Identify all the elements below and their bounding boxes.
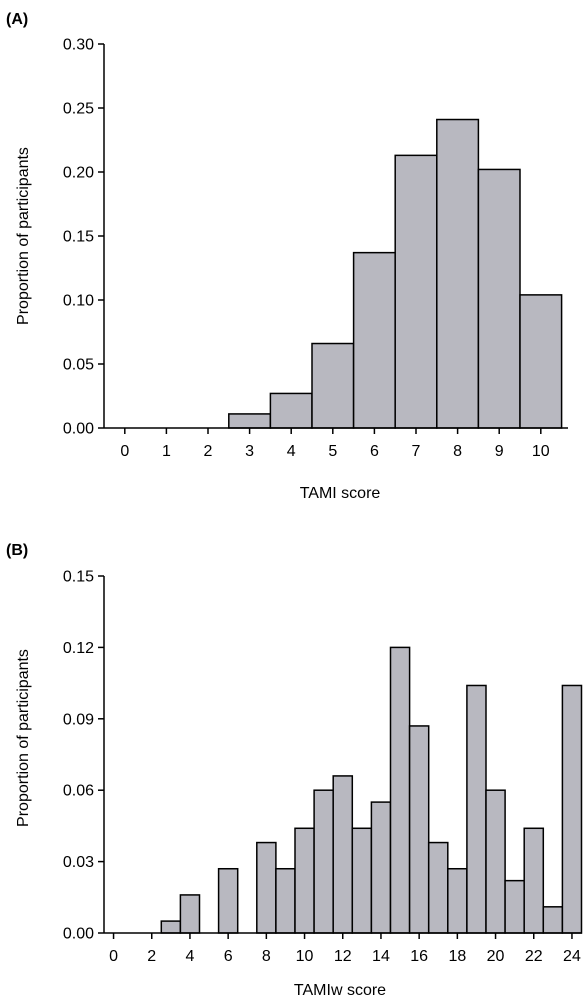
b-bar bbox=[179, 894, 201, 934]
b-x-tick-label: 16 bbox=[410, 948, 428, 965]
b-y-tick-label: 0.15 bbox=[63, 569, 94, 586]
panel-a-y-axis-label: Proportion of participants bbox=[15, 147, 32, 325]
a-x-tick-label: 8 bbox=[453, 443, 462, 460]
b-y-tick-label: 0.03 bbox=[63, 854, 94, 871]
panel-a-x-axis-label: TAMI score bbox=[300, 485, 381, 502]
b-x-tick-label: 4 bbox=[185, 948, 194, 965]
b-bar bbox=[427, 841, 449, 934]
b-x-tick-label: 12 bbox=[334, 948, 352, 965]
b-x-tick-label: 2 bbox=[147, 948, 156, 965]
a-y-tick-label: 0.25 bbox=[63, 101, 94, 118]
panel-b-y-ticks: 0.00 0.03 0.06 0.09 0.12 0.15 bbox=[63, 569, 104, 943]
b-bar bbox=[294, 827, 315, 934]
panel-a-x-ticks: 0 1 2 3 4 5 6 7 8 9 10 bbox=[120, 428, 550, 460]
a-x-tick-label: 10 bbox=[532, 443, 550, 460]
b-x-tick-label: 0 bbox=[109, 948, 118, 965]
panel-a-bars bbox=[228, 118, 563, 429]
b-bar bbox=[542, 906, 564, 934]
b-bar bbox=[408, 725, 430, 934]
b-bar bbox=[351, 827, 373, 934]
b-bar bbox=[523, 827, 545, 934]
a-x-tick-label: 7 bbox=[412, 443, 421, 460]
panel-a-y-ticks: 0.00 0.05 0.10 0.15 0.20 0.25 0.30 bbox=[63, 37, 104, 438]
b-y-tick-label: 0.00 bbox=[63, 926, 94, 943]
a-x-tick-label: 0 bbox=[120, 443, 129, 460]
b-y-tick-label: 0.06 bbox=[63, 783, 94, 800]
a-bar bbox=[269, 392, 313, 429]
a-bar bbox=[519, 294, 563, 429]
a-x-tick-label: 4 bbox=[287, 443, 296, 460]
a-x-tick-label: 6 bbox=[370, 443, 379, 460]
b-bar bbox=[504, 879, 525, 934]
a-y-tick-label: 0.00 bbox=[63, 421, 94, 438]
b-bar bbox=[485, 789, 506, 934]
panel-b-bars bbox=[160, 646, 583, 934]
b-x-tick-label: 14 bbox=[372, 948, 390, 965]
b-x-tick-label: 18 bbox=[448, 948, 466, 965]
a-y-tick-label: 0.15 bbox=[63, 229, 94, 246]
a-bar bbox=[311, 342, 355, 429]
a-bar bbox=[394, 154, 438, 429]
b-x-tick-label: 10 bbox=[296, 948, 314, 965]
b-bar bbox=[561, 684, 583, 934]
b-bar bbox=[217, 867, 239, 934]
a-bar bbox=[436, 118, 480, 429]
a-bar bbox=[477, 168, 521, 429]
panel-b: (B) Proportion of participants TAMIw sco… bbox=[6, 542, 583, 999]
b-bar bbox=[389, 646, 411, 934]
b-x-tick-label: 8 bbox=[262, 948, 271, 965]
b-y-tick-label: 0.09 bbox=[63, 711, 94, 728]
a-x-tick-label: 9 bbox=[495, 443, 504, 460]
a-bar bbox=[228, 413, 272, 429]
a-y-tick-label: 0.10 bbox=[63, 293, 94, 310]
b-y-tick-label: 0.12 bbox=[63, 640, 94, 657]
panel-b-label: (B) bbox=[6, 542, 28, 559]
b-bar bbox=[447, 867, 468, 934]
a-bar bbox=[352, 251, 396, 429]
b-bar bbox=[370, 801, 392, 934]
panel-a-label: (A) bbox=[6, 11, 28, 28]
a-x-tick-label: 5 bbox=[328, 443, 337, 460]
a-y-tick-label: 0.30 bbox=[63, 37, 94, 54]
b-bar bbox=[466, 684, 487, 934]
a-x-tick-label: 3 bbox=[245, 443, 254, 460]
a-x-tick-label: 1 bbox=[162, 443, 171, 460]
b-x-tick-label: 6 bbox=[224, 948, 233, 965]
a-y-tick-label: 0.20 bbox=[63, 165, 94, 182]
b-x-tick-label: 24 bbox=[563, 948, 581, 965]
b-bar bbox=[160, 920, 182, 934]
b-bar bbox=[275, 867, 296, 934]
a-x-tick-label: 2 bbox=[204, 443, 213, 460]
b-x-tick-label: 20 bbox=[487, 948, 505, 965]
b-x-tick-label: 22 bbox=[525, 948, 543, 965]
panel-b-x-axis-label: TAMIw score bbox=[294, 982, 386, 999]
panel-b-x-ticks: 0 2 4 6 8 10 12 14 16 18 20 22 24 bbox=[109, 933, 581, 965]
panel-b-y-axis-label: Proportion of participants bbox=[15, 649, 32, 827]
a-y-tick-label: 0.05 bbox=[63, 357, 94, 374]
b-bar bbox=[256, 841, 277, 934]
b-bar bbox=[313, 789, 334, 934]
panel-a: (A) Proportion of participants TAMI scor… bbox=[6, 11, 568, 502]
b-bar bbox=[332, 775, 354, 934]
